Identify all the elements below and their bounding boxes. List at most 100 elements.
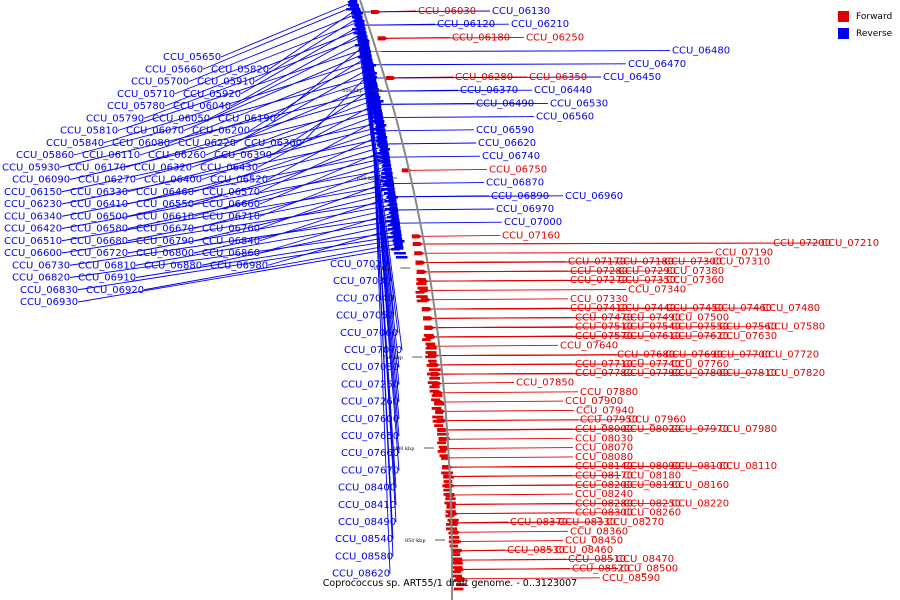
gene-feature — [359, 48, 368, 51]
gene-label: CCU_06200 — [192, 126, 250, 137]
gene-feature — [416, 261, 426, 265]
gene-label: CCU_06040 — [173, 101, 231, 112]
gene-label: CCU_08400 — [338, 483, 396, 494]
gene-label: CCU_06610 — [136, 211, 194, 222]
gene-feature — [417, 300, 427, 303]
reverse-swatch — [838, 28, 849, 39]
gene-feature — [425, 351, 436, 354]
gene-label: CCU_05660 — [145, 64, 203, 75]
gene-label: CCU_07640 — [560, 340, 618, 351]
gene-feature — [376, 156, 387, 159]
gene-feature — [346, 8, 358, 11]
gene-feature — [448, 532, 458, 535]
leader-line — [441, 438, 573, 439]
gene-feature — [371, 10, 381, 14]
gene-label: CCU_06670 — [136, 224, 194, 235]
gene-feature — [413, 242, 423, 246]
leader-line — [429, 345, 558, 346]
gene-feature — [371, 128, 381, 131]
gene-feature — [362, 60, 372, 63]
gene-label: CCU_06720 — [70, 248, 128, 259]
gene-label: CCU_06890 — [491, 191, 549, 202]
gene-feature — [388, 236, 399, 239]
gene-feature — [428, 381, 438, 384]
gene-label: CCU_06580 — [70, 224, 128, 235]
gene-feature — [448, 519, 459, 522]
gene-feature — [450, 545, 458, 548]
gene-feature — [385, 208, 395, 211]
gene-feature — [386, 220, 394, 223]
gene-label: CCU_06660 — [202, 199, 260, 210]
gene-label: CCU_05650 — [163, 52, 221, 63]
gene-label: CCU_05780 — [107, 101, 165, 112]
gene-feature — [383, 184, 393, 187]
gene-feature — [391, 248, 400, 251]
gene-label: CCU_06340 — [4, 211, 62, 222]
gene-label: CCU_06590 — [476, 125, 534, 136]
gene-feature — [416, 278, 425, 281]
gene-feature — [357, 36, 366, 39]
gene-label: CCU_05810 — [60, 126, 118, 137]
gene-feature — [442, 465, 452, 469]
gene-label: CCU_06350 — [529, 72, 587, 83]
gene-label: CCU_06810 — [78, 260, 136, 271]
gene-label: CCU_06430 — [200, 162, 258, 173]
gene-feature — [372, 132, 384, 135]
gene-label: CCU_06840 — [202, 236, 260, 247]
gene-label: CCU_07250 — [341, 379, 399, 390]
gene-label: CCU_06280 — [455, 72, 513, 83]
gene-feature — [393, 240, 405, 243]
gene-label: CCU_06880 — [144, 260, 202, 271]
gene-label: CCU_07480 — [762, 303, 820, 314]
gene-feature — [394, 252, 406, 255]
gene-feature — [424, 334, 434, 337]
gene-feature — [384, 200, 394, 203]
leader-line — [415, 243, 819, 244]
gene-feature — [423, 316, 433, 320]
scale-tick-label: 600 kbp — [342, 88, 363, 94]
gene-feature — [443, 476, 454, 479]
gene-feature — [416, 295, 427, 298]
forward-swatch — [838, 11, 849, 22]
gene-feature — [371, 112, 382, 115]
scale-tick-label: 650 kbp — [357, 176, 378, 182]
gene-label: CCU_07210 — [821, 238, 879, 249]
gene-feature — [365, 76, 377, 79]
gene-feature — [354, 24, 364, 27]
gene-label: CCU_08110 — [719, 461, 777, 472]
gene-feature — [443, 493, 454, 496]
scale-tick-label: 850 kbp — [405, 538, 426, 544]
gene-feature — [369, 96, 380, 99]
gene-feature — [383, 168, 392, 171]
gene-labels: CCU_05650CCU_05660 CCU_05820CCU_05700 CCU_… — [2, 6, 879, 584]
gene-feature — [366, 72, 377, 75]
gene-label: CCU_06570 — [202, 187, 260, 198]
gene-label: CCU_06170 — [68, 162, 126, 173]
gene-feature — [364, 80, 374, 83]
gene-label: CCU_07820 — [767, 368, 825, 379]
gene-feature — [424, 326, 434, 330]
gene-feature — [389, 204, 398, 207]
gene-label: CCU_06550 — [136, 199, 194, 210]
gene-feature — [396, 256, 408, 259]
gene-feature — [430, 390, 439, 393]
gene-label: CCU_07340 — [628, 285, 686, 296]
gene-feature — [389, 212, 397, 215]
leader-line — [452, 531, 568, 532]
gene-feature — [368, 104, 377, 107]
gene-label: CCU_07980 — [719, 424, 777, 435]
gene-label: CCU_06330 — [70, 187, 128, 198]
gene-feature — [388, 224, 399, 227]
gene-feature — [352, 28, 361, 31]
gene-label: CCU_06090 — [12, 175, 70, 186]
gene-label: CCU_07260 — [341, 397, 399, 408]
gene-label: CCU_05710 — [117, 89, 175, 100]
gene-label: CCU_05700 — [131, 77, 189, 88]
gene-feature — [445, 515, 454, 518]
gene-label: CCU_05860 — [16, 150, 74, 161]
gene-feature — [429, 368, 441, 371]
gene-label: CCU_06420 — [4, 224, 62, 235]
gene-label: CCU_05920 — [183, 89, 241, 100]
gene-feature — [427, 373, 439, 376]
leader-line — [448, 494, 573, 495]
